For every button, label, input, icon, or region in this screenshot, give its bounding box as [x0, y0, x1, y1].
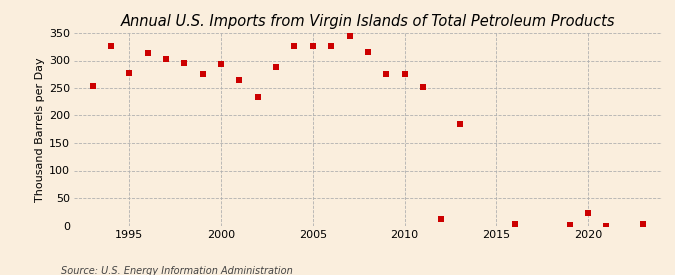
Point — [161, 57, 171, 62]
Point — [399, 72, 410, 76]
Point — [601, 223, 612, 228]
Point — [564, 223, 575, 227]
Point — [454, 122, 465, 126]
Point — [436, 217, 447, 222]
Point — [271, 65, 281, 69]
Title: Annual U.S. Imports from Virgin Islands of Total Petroleum Products: Annual U.S. Imports from Virgin Islands … — [121, 14, 615, 29]
Point — [583, 211, 593, 216]
Point — [142, 51, 153, 56]
Point — [124, 70, 135, 75]
Point — [197, 72, 208, 76]
Y-axis label: Thousand Barrels per Day: Thousand Barrels per Day — [35, 57, 45, 202]
Point — [307, 44, 318, 48]
Point — [509, 222, 520, 227]
Point — [344, 34, 355, 39]
Point — [234, 78, 245, 82]
Point — [289, 43, 300, 48]
Point — [418, 85, 429, 89]
Point — [362, 50, 373, 54]
Point — [638, 222, 649, 227]
Point — [381, 72, 392, 76]
Point — [215, 62, 226, 67]
Point — [87, 84, 98, 89]
Point — [326, 44, 337, 48]
Point — [105, 44, 116, 48]
Text: Source: U.S. Energy Information Administration: Source: U.S. Energy Information Administ… — [61, 266, 292, 275]
Point — [252, 95, 263, 100]
Point — [179, 61, 190, 65]
